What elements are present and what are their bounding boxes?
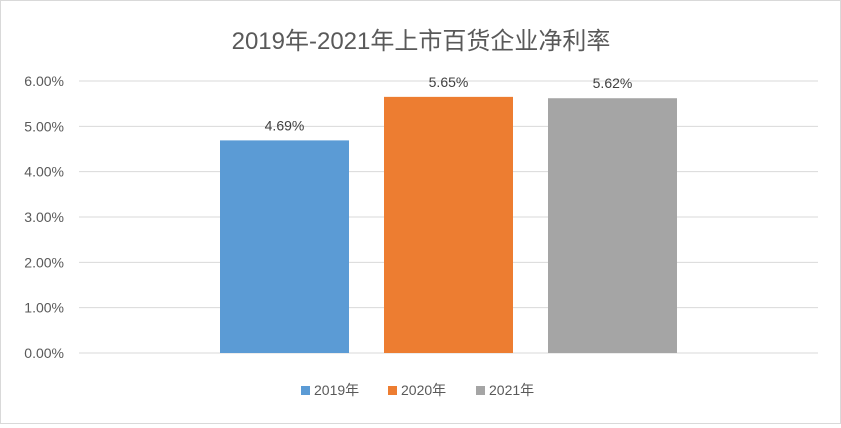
y-tick-label: 3.00% xyxy=(24,209,64,225)
chart-title: 2019年-2021年上市百货企业净利率 xyxy=(232,28,611,55)
legend-swatch xyxy=(301,386,310,395)
legend-label: 2020年 xyxy=(401,382,446,398)
data-label: 5.65% xyxy=(429,74,469,90)
legend: 2019年 2020年 2021年 xyxy=(301,382,534,398)
data-label: 5.62% xyxy=(593,75,633,91)
legend-swatch xyxy=(388,386,397,395)
legend-label: 2021年 xyxy=(489,382,534,398)
legend-swatch xyxy=(476,386,485,395)
y-axis-ticks: 0.00% 1.00% 2.00% 3.00% 4.00% 5.00% 6.00% xyxy=(24,73,64,361)
y-tick-label: 5.00% xyxy=(24,118,64,134)
y-tick-label: 1.00% xyxy=(24,300,64,316)
y-tick-label: 2.00% xyxy=(24,254,64,270)
y-tick-label: 4.00% xyxy=(24,164,64,180)
y-tick-label: 6.00% xyxy=(24,73,64,89)
bars xyxy=(220,96,677,353)
legend-label: 2019年 xyxy=(314,382,359,398)
bar xyxy=(548,98,677,353)
data-label: 4.69% xyxy=(265,117,305,133)
bar xyxy=(384,96,513,353)
data-labels: 4.69% 5.65% 5.62% xyxy=(265,74,633,134)
y-tick-label: 0.00% xyxy=(24,345,64,361)
bar xyxy=(220,140,349,353)
